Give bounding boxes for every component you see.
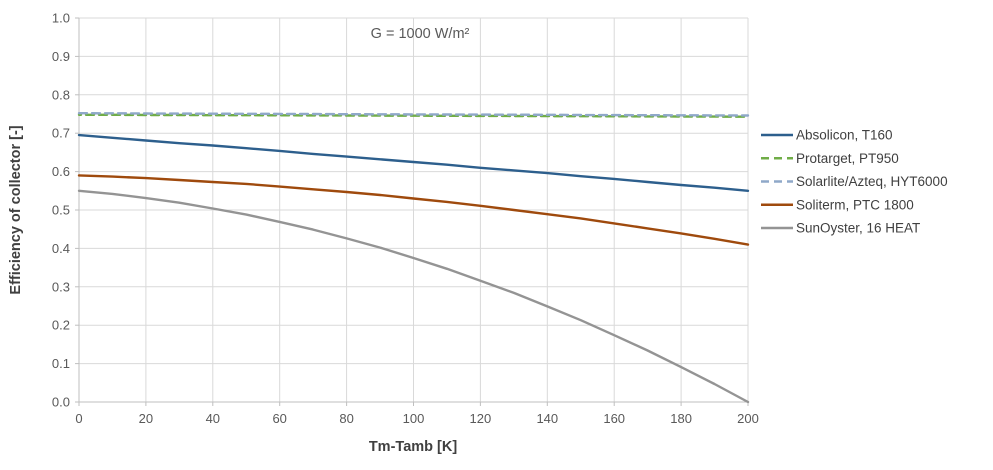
x-tick-label: 0 <box>75 411 82 426</box>
series-lines <box>77 111 750 404</box>
y-tick-label: 0.2 <box>52 318 70 333</box>
x-tick-label: 60 <box>272 411 286 426</box>
y-tick-label: 0.1 <box>52 356 70 371</box>
x-tick-label: 40 <box>206 411 220 426</box>
tick-labels: 0 20 40 60 80 100 120 140 160 180 200 0.0 0.1 0.2 0.3 0… <box>52 11 759 427</box>
y-tick-label: 0.0 <box>52 395 70 410</box>
x-axis-title: Tm-Tamb [K] <box>369 439 458 455</box>
axes <box>75 17 749 406</box>
legend-item-5: SunOyster, 16 HEAT <box>761 221 920 236</box>
irradiance-annotation: G = 1000 W/m² <box>371 26 470 42</box>
x-tick-label: 120 <box>470 411 492 426</box>
legend-item-2: Protarget, PT950 <box>761 151 899 166</box>
y-axis-title: Efficiency of collector [-] <box>8 125 24 294</box>
legend-item-3: Solarlite/Azteq, HYT6000 <box>761 174 948 189</box>
y-tick-label: 0.9 <box>52 49 70 64</box>
x-tick-label: 80 <box>339 411 353 426</box>
y-tick-label: 0.3 <box>52 279 70 294</box>
legend-label: Protarget, PT950 <box>796 151 899 166</box>
legend-label: SunOyster, 16 HEAT <box>796 221 920 236</box>
series-line-4 <box>77 174 750 246</box>
legend: Absolicon, T160 Protarget, PT950 Solarlite… <box>761 128 948 236</box>
series-line-1 <box>77 133 750 193</box>
y-tick-label: 0.5 <box>52 203 70 218</box>
series-line-3 <box>77 111 750 117</box>
y-tick-label: 0.4 <box>52 241 70 256</box>
series-line-2 <box>77 113 750 118</box>
series-line-5 <box>77 189 750 404</box>
legend-label: Soliterm, PTC 1800 <box>796 197 914 212</box>
x-tick-label: 20 <box>139 411 153 426</box>
gridlines <box>79 17 749 402</box>
y-tick-label: 0.7 <box>52 126 70 141</box>
x-tick-label: 180 <box>670 411 692 426</box>
y-tick-label: 1.0 <box>52 11 70 26</box>
legend-label: Solarlite/Azteq, HYT6000 <box>796 174 948 189</box>
x-tick-label: 200 <box>737 411 759 426</box>
x-tick-label: 140 <box>536 411 558 426</box>
legend-label: Absolicon, T160 <box>796 128 893 143</box>
legend-item-1: Absolicon, T160 <box>761 128 893 143</box>
x-tick-label: 100 <box>403 411 425 426</box>
y-tick-label: 0.8 <box>52 87 70 102</box>
legend-item-4: Soliterm, PTC 1800 <box>761 197 914 212</box>
x-tick-label: 160 <box>603 411 625 426</box>
y-tick-label: 0.6 <box>52 164 70 179</box>
